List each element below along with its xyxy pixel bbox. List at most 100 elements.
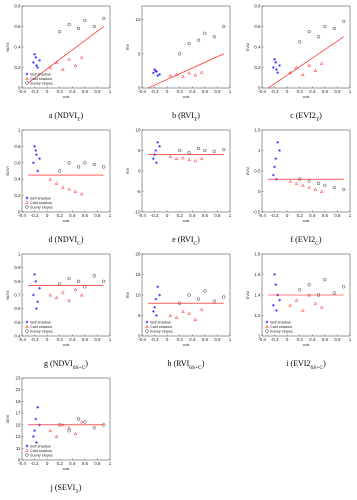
point xyxy=(48,293,53,297)
caption-part: C xyxy=(315,241,319,247)
point xyxy=(31,60,35,64)
point xyxy=(67,57,71,61)
y-tick-label: 0.2 xyxy=(254,65,261,70)
point xyxy=(276,71,280,75)
y-tick-label: 5 xyxy=(138,148,141,153)
point xyxy=(67,22,71,27)
panel: -0.4 -0.2 0 0.2 0.4 0.6 0.8 1 0 0.2 0.4 0.6 0.8 1 cosi… xyxy=(6,128,112,248)
point xyxy=(199,70,204,74)
x-tick-label: 0.4 xyxy=(69,213,76,218)
y-tick-label: -10 xyxy=(134,210,141,215)
point xyxy=(222,148,226,152)
y-tick-label: 23 xyxy=(15,376,21,381)
point xyxy=(102,279,106,283)
point xyxy=(61,185,65,189)
point xyxy=(196,38,201,42)
point xyxy=(92,24,96,29)
y-tick-label: 9 xyxy=(18,458,21,463)
caption: j (SEVIT) xyxy=(50,483,82,495)
caption-part: ) xyxy=(323,359,326,368)
point xyxy=(323,278,327,282)
y-tick-label: 0 xyxy=(138,334,141,339)
point xyxy=(34,417,38,421)
x-tick-label: 0.6 xyxy=(202,337,209,342)
y-tick-label: 10 xyxy=(135,17,141,22)
point xyxy=(275,68,278,71)
point xyxy=(35,64,38,67)
caption-part: c (EVI2 xyxy=(290,111,316,120)
y-tick-label: 19 xyxy=(15,399,21,404)
y-tick-label: 0.7 xyxy=(14,293,21,298)
legend-label: Sunny slopes xyxy=(30,206,53,210)
point xyxy=(168,313,173,317)
point xyxy=(33,145,36,148)
point xyxy=(278,64,281,67)
point xyxy=(313,187,318,191)
legend-label: Cast shadow xyxy=(150,325,172,329)
point xyxy=(31,293,35,297)
caption-part: a (NDVI xyxy=(49,111,78,120)
y-tick-label: 1 xyxy=(18,128,21,133)
x-tick-label: -0.2 xyxy=(31,213,39,218)
point xyxy=(35,307,38,311)
caption-part: T xyxy=(316,117,320,123)
y-tick-label: 0.6 xyxy=(14,160,21,165)
point xyxy=(67,429,71,433)
x-tick-label: 0.2 xyxy=(177,337,184,342)
legend-label: Cast shadow xyxy=(30,201,52,205)
point xyxy=(199,307,204,311)
y-tick-label: 0.6 xyxy=(254,24,261,29)
y-tick-label: 0.5 xyxy=(14,320,21,325)
x-tick-label: 1 xyxy=(109,337,112,342)
point xyxy=(34,279,38,283)
point xyxy=(83,18,87,22)
point xyxy=(193,158,198,163)
legend-marker xyxy=(25,329,29,333)
y-tick-label: 20 xyxy=(135,252,141,257)
x-tick-label: 1 xyxy=(349,89,352,94)
legend-marker xyxy=(25,444,29,448)
x-tick-label: 0.2 xyxy=(57,461,64,466)
caption-part: b (RVI xyxy=(172,111,194,120)
y-tick-label: 0.5 xyxy=(254,169,261,174)
point xyxy=(35,441,38,444)
caption-part: T xyxy=(77,117,81,123)
y-tick-label: 0.6 xyxy=(14,306,21,311)
x-tick-label: 0.2 xyxy=(297,89,304,94)
y-tick-label: 1.8 xyxy=(254,252,261,257)
point xyxy=(38,286,41,290)
point xyxy=(155,314,158,317)
point xyxy=(199,156,204,161)
x-axis-label: cosi xyxy=(303,95,310,99)
point xyxy=(342,19,346,23)
x-tick-label: 0.4 xyxy=(69,337,76,342)
x-tick-label: -0.4 xyxy=(18,461,26,466)
point xyxy=(36,300,40,304)
y-tick-label: 0.8 xyxy=(14,279,21,284)
x-tick-label: 0.8 xyxy=(94,461,101,466)
legend-marker xyxy=(25,205,29,209)
x-tick-label: 0.6 xyxy=(322,89,329,94)
point xyxy=(323,24,327,29)
plot-frame xyxy=(21,129,111,213)
x-tick-label: -0.2 xyxy=(31,89,39,94)
y-tick-label: 17 xyxy=(15,411,21,416)
x-tick-label: 0 xyxy=(286,337,289,342)
point xyxy=(274,60,278,64)
y-tick-label: 1 xyxy=(18,252,21,257)
caption: h (RVI6S+C) xyxy=(167,359,204,371)
y-tick-label: 15 xyxy=(15,422,21,427)
point xyxy=(33,273,36,276)
point xyxy=(222,295,226,299)
point xyxy=(196,146,201,151)
caption-part: ) xyxy=(319,235,322,244)
point xyxy=(301,308,305,312)
point xyxy=(273,273,276,276)
x-tick-label: 0.2 xyxy=(57,213,64,218)
point xyxy=(156,74,160,78)
point xyxy=(54,181,59,185)
y-axis-label: RVI xyxy=(126,292,130,298)
legend-marker xyxy=(25,81,29,85)
x-tick-label: 0.6 xyxy=(322,213,329,218)
